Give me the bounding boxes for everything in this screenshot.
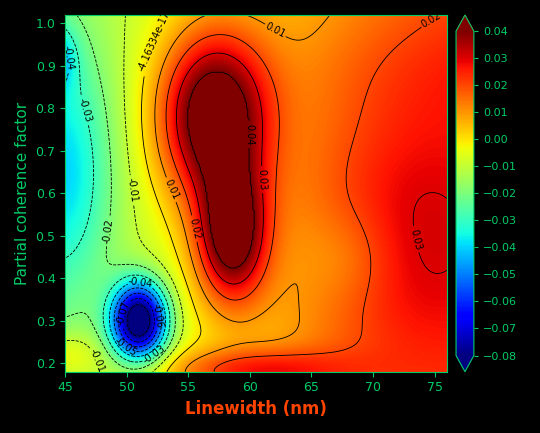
PathPatch shape <box>456 15 474 31</box>
Text: -0.05: -0.05 <box>112 336 138 358</box>
Text: -0.03: -0.03 <box>141 344 167 366</box>
Text: 0.01: 0.01 <box>264 21 287 40</box>
Text: -0.01: -0.01 <box>125 178 139 204</box>
Text: 0.04: 0.04 <box>244 123 254 145</box>
X-axis label: Linewidth (nm): Linewidth (nm) <box>185 400 327 418</box>
Text: 0.03: 0.03 <box>256 169 267 191</box>
Text: 0.02: 0.02 <box>420 10 443 30</box>
Text: -0.06: -0.06 <box>151 303 165 329</box>
Text: 0.01: 0.01 <box>162 178 180 201</box>
Text: -0.07: -0.07 <box>114 300 132 326</box>
Text: -4.16334e-17: -4.16334e-17 <box>136 10 171 73</box>
Text: 0.03: 0.03 <box>408 228 423 251</box>
Text: -0.04: -0.04 <box>62 45 76 71</box>
Text: -0.03: -0.03 <box>77 97 93 124</box>
Text: 0.02: 0.02 <box>187 217 201 240</box>
Text: -0.04: -0.04 <box>127 276 153 289</box>
Text: -0.01: -0.01 <box>88 348 106 375</box>
Text: -0.02: -0.02 <box>102 218 115 244</box>
Y-axis label: Partial coherence factor: Partial coherence factor <box>15 102 30 285</box>
PathPatch shape <box>456 355 474 372</box>
